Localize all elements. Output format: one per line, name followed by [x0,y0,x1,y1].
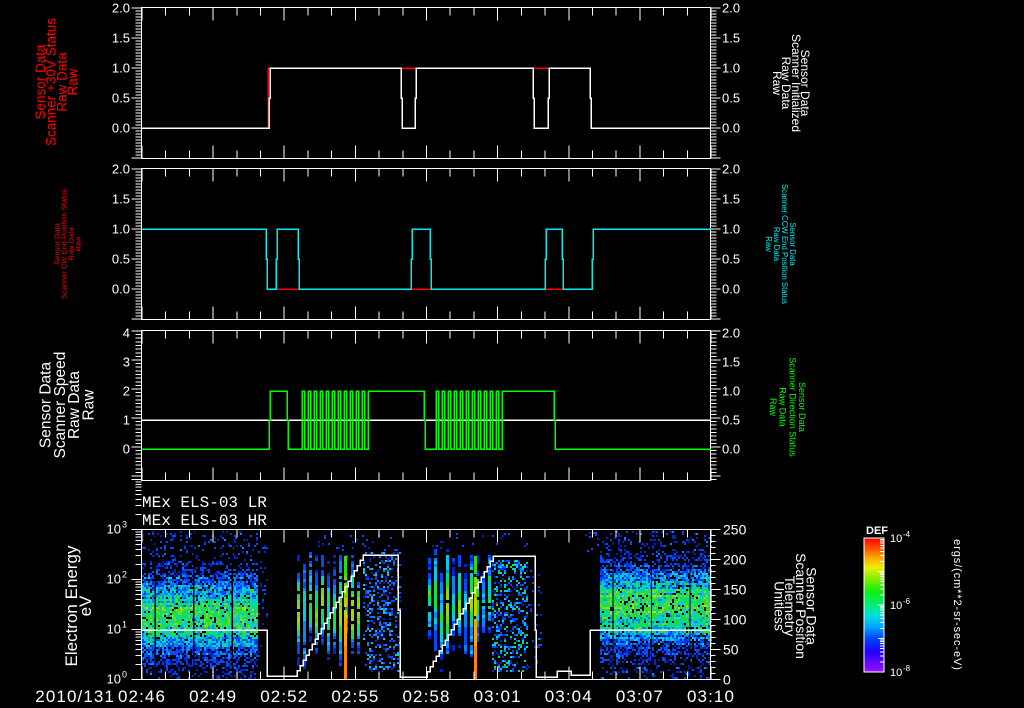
svg-text:2: 2 [123,384,130,399]
svg-text:Telemetry: Telemetry [782,576,798,637]
svg-text:10: 10 [890,667,902,679]
svg-text:Raw: Raw [764,236,773,252]
svg-text:Sensor Data: Sensor Data [788,222,797,266]
svg-text:2010/131: 2010/131 [35,687,115,706]
svg-text:1.0: 1.0 [112,61,130,76]
svg-text:2.0: 2.0 [112,162,130,177]
svg-text:02:58: 02:58 [402,687,450,706]
svg-text:1.5: 1.5 [722,31,740,46]
svg-text:150: 150 [723,582,747,598]
svg-text:0.0: 0.0 [722,442,740,457]
svg-text:Sensor Data: Sensor Data [804,567,820,645]
svg-text:Raw: Raw [768,398,778,417]
svg-text:Scanner Speed: Scanner Speed [52,352,69,459]
svg-text:1.5: 1.5 [722,355,740,370]
svg-text:Raw Data: Raw Data [66,371,83,439]
svg-text:10: 10 [107,572,121,587]
svg-text:03:07: 03:07 [616,687,664,706]
svg-text:4: 4 [123,326,130,341]
svg-text:0.5: 0.5 [722,91,740,106]
svg-text:Sensor Data: Sensor Data [38,362,55,449]
svg-text:1.0: 1.0 [722,61,740,76]
svg-text:100: 100 [723,612,747,628]
svg-text:1: 1 [122,620,127,630]
svg-text:Scanner CCW End Position Statu: Scanner CCW End Position Status [780,184,789,304]
svg-text:02:55: 02:55 [331,687,379,706]
svg-text:Raw: Raw [81,389,98,421]
svg-text:250: 250 [723,522,747,538]
svg-text:Raw: Raw [65,68,80,95]
svg-text:Unitless: Unitless [771,581,787,631]
svg-text:10: 10 [107,622,121,637]
svg-text:Sensor Data: Sensor Data [33,44,48,120]
svg-text:02:52: 02:52 [260,687,308,706]
svg-text:03:10: 03:10 [687,687,735,706]
svg-text:10: 10 [107,672,121,687]
svg-text:03:01: 03:01 [474,687,522,706]
svg-text:Raw Data: Raw Data [778,387,788,427]
svg-text:50: 50 [723,642,739,658]
svg-text:MEx ELS-03 LR: MEx ELS-03 LR [142,494,267,512]
svg-text:1.5: 1.5 [722,192,740,207]
svg-text:3: 3 [122,520,127,530]
svg-text:02:49: 02:49 [189,687,237,706]
svg-text:2.0: 2.0 [722,162,740,177]
svg-text:10: 10 [890,533,902,545]
svg-text:0: 0 [723,672,731,688]
svg-text:Raw Data: Raw Data [67,227,76,261]
svg-text:0.0: 0.0 [112,121,130,136]
svg-text:Scanner CW End Position Status: Scanner CW End Position Status [60,189,69,299]
svg-text:0.5: 0.5 [112,252,130,267]
svg-text:1.0: 1.0 [112,222,130,237]
svg-text:03:04: 03:04 [545,687,593,706]
svg-text:Raw Data: Raw Data [54,52,69,112]
svg-text:eV: eV [76,595,95,616]
svg-text:ergs/(cm**2-sr-sec-eV): ergs/(cm**2-sr-sec-eV) [951,539,963,671]
svg-text:Scanner Initialized: Scanner Initialized [789,34,803,132]
svg-text:-4: -4 [903,530,911,539]
svg-text:-6: -6 [903,597,911,606]
svg-text:1.5: 1.5 [112,31,130,46]
svg-text:1.5: 1.5 [112,192,130,207]
svg-text:Electron Energy: Electron Energy [62,545,81,666]
svg-text:2: 2 [122,570,127,580]
svg-text:0: 0 [123,442,130,457]
svg-text:Scanner Position: Scanner Position [793,553,809,659]
svg-text:Raw: Raw [74,236,83,252]
svg-text:Raw Data: Raw Data [772,227,781,262]
svg-text:Sensor Data: Sensor Data [53,222,62,265]
svg-text:-8: -8 [903,664,911,673]
svg-text:10: 10 [107,522,121,537]
svg-text:200: 200 [723,552,747,568]
svg-text:1: 1 [123,413,130,428]
svg-text:Sensor Data: Sensor Data [797,382,807,432]
svg-text:0: 0 [122,670,127,680]
svg-text:Sensor Data: Sensor Data [798,50,812,117]
svg-text:Scanner Direction Status: Scanner Direction Status [787,357,797,457]
svg-text:0.0: 0.0 [722,282,740,297]
svg-text:2.0: 2.0 [722,1,740,16]
svg-text:0.0: 0.0 [722,121,740,136]
svg-text:Raw: Raw [770,71,784,95]
svg-text:0.5: 0.5 [722,252,740,267]
svg-text:0.5: 0.5 [112,91,130,106]
svg-text:3: 3 [123,355,130,370]
svg-text:1.0: 1.0 [722,222,740,237]
svg-text:Scanner +30V Status: Scanner +30V Status [44,18,59,146]
svg-text:0.5: 0.5 [722,413,740,428]
svg-text:10: 10 [890,600,902,612]
svg-text:1.0: 1.0 [722,384,740,399]
svg-text:DEF: DEF [866,525,888,537]
svg-text:Raw Data: Raw Data [779,57,793,110]
svg-text:0.0: 0.0 [112,282,130,297]
svg-text:MEx ELS-03 HR: MEx ELS-03 HR [142,512,267,530]
svg-text:02:46: 02:46 [118,687,166,706]
svg-text:2.0: 2.0 [112,1,130,16]
svg-text:2.0: 2.0 [722,326,740,341]
